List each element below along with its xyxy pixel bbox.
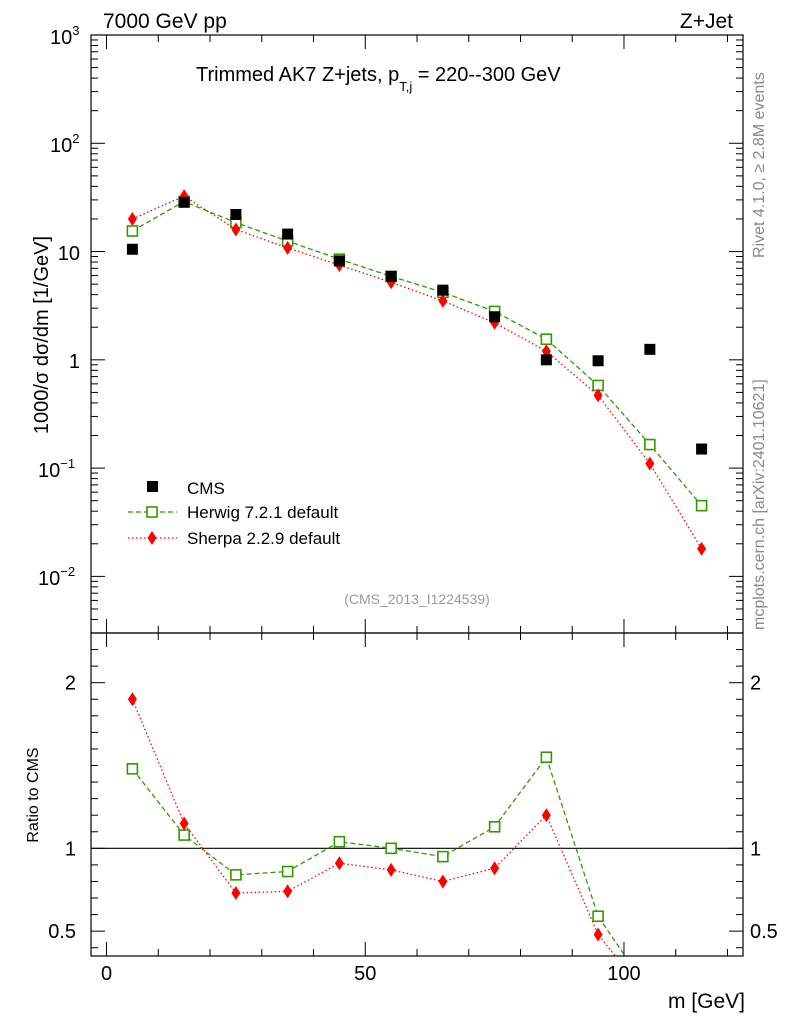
data-point-herwig	[437, 850, 449, 863]
ytick-label-100: 102	[50, 131, 79, 157]
ratio-y-axis-label: Ratio to CMS	[25, 747, 42, 842]
data-point-cms	[126, 243, 138, 255]
title-subscript: T,j	[399, 79, 412, 94]
xtick-label: 100	[607, 963, 640, 985]
data-point-herwig	[230, 869, 242, 881]
data-point-herwig	[281, 865, 294, 878]
legend-marker-sherpa	[147, 531, 157, 545]
rivet-version-label: Rivet 4.1.0, ≥ 2.8M events	[751, 72, 768, 258]
data-point-cms	[489, 311, 501, 323]
data-point-herwig	[592, 910, 604, 923]
data-point-cms	[592, 355, 604, 367]
data-point-sherpa	[593, 388, 603, 403]
data-point-sherpa	[334, 856, 344, 871]
process-label: Z+Jet	[680, 10, 733, 33]
ratio-ytick-label-right: 0.5	[750, 921, 778, 943]
x-axis-label: m [GeV]	[668, 990, 745, 1013]
legend: CMS Herwig 7.2.1 default Sherpa 2.2.9 de…	[128, 479, 340, 548]
data-point-cms	[178, 196, 190, 208]
ratio-ytick-label-right: 1	[750, 838, 761, 860]
ratio-axis-ticks	[91, 633, 743, 956]
ratio-tick-labels: 0.5 0.5 1 1 2 2 0 50 100	[48, 673, 778, 985]
legend-label-cms: CMS	[187, 479, 225, 498]
data-point-sherpa	[283, 884, 293, 899]
legend-label-sherpa: Sherpa 2.2.9 default	[187, 529, 340, 548]
data-point-herwig	[695, 499, 708, 512]
main-plot-series	[126, 189, 708, 556]
data-point-sherpa	[645, 992, 654, 1006]
energy-label: 7000 GeV pp	[103, 10, 227, 33]
data-point-cms	[385, 270, 397, 282]
data-point-herwig	[333, 835, 346, 848]
data-point-herwig	[385, 842, 397, 855]
main-plot-title: Trimmed AK7 Z+jets, pT,j = 220--300 GeV	[196, 64, 561, 94]
data-point-herwig	[644, 438, 656, 451]
data-point-sherpa	[438, 874, 448, 889]
data-point-sherpa	[386, 862, 396, 877]
data-point-sherpa	[645, 456, 655, 471]
data-point-sherpa	[541, 808, 551, 823]
data-point-cms	[437, 284, 449, 296]
data-point-sherpa	[127, 211, 137, 226]
data-point-herwig	[126, 763, 139, 775]
ratio-ytick-label-left: 2	[65, 673, 76, 695]
legend-entry-herwig: Herwig 7.2.1 default	[128, 503, 338, 522]
ytick-label-0.1: 10−1	[38, 456, 75, 482]
title-tail: = 220--300 GeV	[412, 64, 561, 86]
data-point-cms	[282, 228, 294, 240]
legend-entry-sherpa: Sherpa 2.2.9 default	[128, 529, 340, 548]
data-point-herwig	[126, 225, 139, 237]
main-axis-ticks	[91, 34, 743, 634]
title-main: Trimmed AK7 Z+jets, p	[196, 64, 399, 86]
xtick-label: 0	[101, 963, 112, 985]
data-point-herwig	[540, 333, 553, 346]
data-point-cms	[696, 443, 708, 455]
legend-label-herwig: Herwig 7.2.1 default	[187, 503, 338, 522]
data-point-sherpa	[490, 861, 500, 876]
ratio-ytick-label-right: 2	[750, 673, 761, 695]
data-point-sherpa	[127, 692, 137, 707]
ratio-ytick-label-left: 0.5	[48, 921, 76, 943]
legend-marker-cms	[147, 481, 158, 492]
data-point-sherpa	[231, 886, 241, 901]
data-point-cms	[333, 255, 345, 267]
ytick-label-1000: 103	[50, 23, 79, 49]
analysis-id-label: (CMS_2013_I1224539)	[344, 591, 490, 607]
ytick-label-0.01: 10−2	[38, 564, 75, 590]
ratio-ytick-label-left: 1	[65, 838, 76, 860]
xtick-label: 50	[354, 963, 376, 985]
data-point-cms	[230, 208, 242, 220]
mcplots-label: mcplots.cern.ch [arXiv:2401.10621]	[751, 379, 768, 630]
data-point-herwig	[645, 987, 655, 997]
ratio-plot-frame	[90, 632, 744, 957]
data-point-herwig	[178, 829, 190, 841]
legend-entry-cms: CMS	[147, 479, 225, 498]
ytick-label-10: 10	[58, 243, 80, 265]
series-line-herwig	[132, 200, 703, 507]
legend-marker-herwig	[146, 506, 158, 518]
data-point-sherpa	[593, 927, 603, 942]
ratio-plot-series	[126, 692, 655, 1006]
data-point-cms	[540, 354, 552, 366]
data-point-herwig	[540, 751, 553, 764]
data-point-sherpa	[697, 541, 707, 556]
data-point-sherpa	[283, 240, 293, 255]
data-point-sherpa	[179, 816, 189, 831]
data-point-herwig	[488, 820, 501, 833]
data-point-sherpa	[438, 293, 448, 308]
data-point-sherpa	[231, 222, 241, 237]
ytick-label-1: 1	[69, 351, 80, 373]
data-point-cms	[644, 343, 656, 355]
main-y-axis-label: 1000/σ dσ/dm [1/GeV]	[31, 236, 53, 434]
